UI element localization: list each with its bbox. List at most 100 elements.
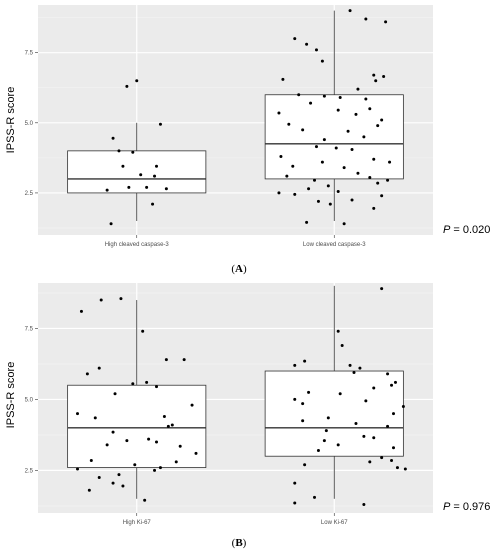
- y-tick-label-b: 7.5: [25, 326, 34, 332]
- data-point-a: [109, 222, 113, 226]
- data-point-a: [135, 79, 139, 83]
- data-point-a: [384, 20, 388, 24]
- p-value-text-a: = 0.020: [450, 224, 490, 236]
- data-point-b: [145, 380, 149, 384]
- data-point-b: [93, 416, 97, 420]
- data-point-b: [155, 440, 158, 444]
- data-point-b: [303, 463, 307, 467]
- data-point-b: [293, 363, 297, 367]
- y-tick-label-b: 5.0: [25, 397, 34, 403]
- data-point-b: [403, 467, 407, 471]
- data-point-a: [293, 192, 297, 196]
- data-point-a: [155, 164, 158, 168]
- data-point-a: [322, 94, 326, 98]
- data-point-b: [162, 414, 166, 418]
- data-point-a: [131, 150, 135, 154]
- data-point-a: [380, 194, 384, 198]
- box-a: [264, 94, 404, 180]
- data-point-a: [364, 97, 368, 101]
- data-point-a: [314, 145, 318, 149]
- x-tick-label-b: High Ki-67: [123, 520, 152, 526]
- data-point-b: [293, 397, 297, 401]
- data-point-a: [336, 190, 340, 194]
- data-point-b: [170, 423, 174, 427]
- data-point-b: [133, 463, 137, 467]
- data-point-a: [346, 129, 350, 133]
- data-point-b: [182, 358, 186, 362]
- data-point-a: [354, 112, 358, 116]
- data-point-a: [328, 202, 332, 206]
- data-point-a: [314, 48, 318, 52]
- x-tick-label-b: Low Ki-67: [321, 520, 348, 526]
- data-point-a: [305, 220, 309, 224]
- data-point-b: [293, 501, 297, 505]
- data-point-b: [131, 382, 135, 386]
- data-point-a: [372, 157, 376, 161]
- data-point-b: [301, 402, 305, 406]
- data-point-b: [364, 399, 368, 403]
- data-point-b: [395, 466, 399, 470]
- y-axis-label-b: IPSS-R score: [5, 362, 17, 429]
- panel-label-b: (B): [232, 537, 247, 549]
- data-point-b: [307, 390, 311, 394]
- data-point-a: [356, 171, 360, 175]
- data-point-a: [386, 178, 390, 182]
- data-point-b: [313, 495, 316, 499]
- data-point-a: [316, 199, 320, 203]
- p-value-symbol-a: P: [443, 224, 451, 236]
- data-point-a: [342, 166, 346, 170]
- boxes-a: [67, 10, 404, 221]
- data-point-a: [145, 185, 149, 189]
- x-tick-label-a: Low cleaved caspase-3: [303, 242, 366, 248]
- points-b: [76, 287, 407, 506]
- panel-label-a: (A): [231, 263, 247, 275]
- data-point-a: [320, 160, 324, 164]
- data-point-b: [117, 473, 121, 477]
- data-point-b: [76, 412, 79, 416]
- data-point-b: [336, 329, 340, 333]
- box-b: [67, 384, 207, 468]
- data-point-a: [305, 42, 309, 46]
- x-ticks-b: High Ki-67 Low Ki-67: [123, 513, 348, 526]
- data-point-b: [76, 467, 79, 471]
- data-point-a: [285, 174, 289, 178]
- data-point-b: [147, 437, 151, 441]
- points-a: [105, 9, 392, 226]
- data-point-a: [376, 124, 380, 128]
- data-point-b: [390, 383, 394, 387]
- data-point-a: [350, 198, 354, 202]
- data-point-a: [281, 77, 285, 81]
- data-point-b: [87, 488, 91, 492]
- data-point-a: [291, 164, 295, 168]
- data-point-b: [316, 449, 320, 453]
- data-point-a: [277, 191, 281, 195]
- data-point-a: [153, 174, 157, 178]
- data-point-a: [139, 173, 143, 177]
- data-point-a: [376, 181, 380, 185]
- data-point-b: [380, 287, 384, 291]
- data-point-a: [125, 84, 129, 88]
- data-point-b: [380, 456, 384, 460]
- data-point-a: [309, 101, 313, 105]
- data-point-a: [117, 149, 121, 153]
- data-point-a: [127, 185, 131, 189]
- data-point-b: [125, 439, 129, 443]
- data-point-b: [401, 405, 405, 409]
- data-point-b: [85, 372, 89, 376]
- data-point-a: [348, 9, 352, 13]
- data-point-b: [392, 446, 395, 450]
- data-point-b: [293, 481, 297, 485]
- data-point-b: [97, 366, 101, 370]
- data-point-b: [358, 366, 362, 370]
- data-point-a: [350, 147, 354, 151]
- x-tick-label-a: High cleaved caspase-3: [105, 242, 170, 248]
- data-point-b: [166, 424, 170, 428]
- data-point-b: [97, 476, 101, 480]
- panel-b: 2.5 5.0 7.5 High Ki-67 Low Ki-67 IPSS-R sco…: [5, 283, 490, 549]
- data-point-a: [372, 206, 376, 210]
- data-point-a: [322, 138, 326, 142]
- data-point-a: [277, 111, 281, 115]
- box-b: [264, 370, 404, 457]
- y-tick-label-a: 2.5: [25, 191, 34, 197]
